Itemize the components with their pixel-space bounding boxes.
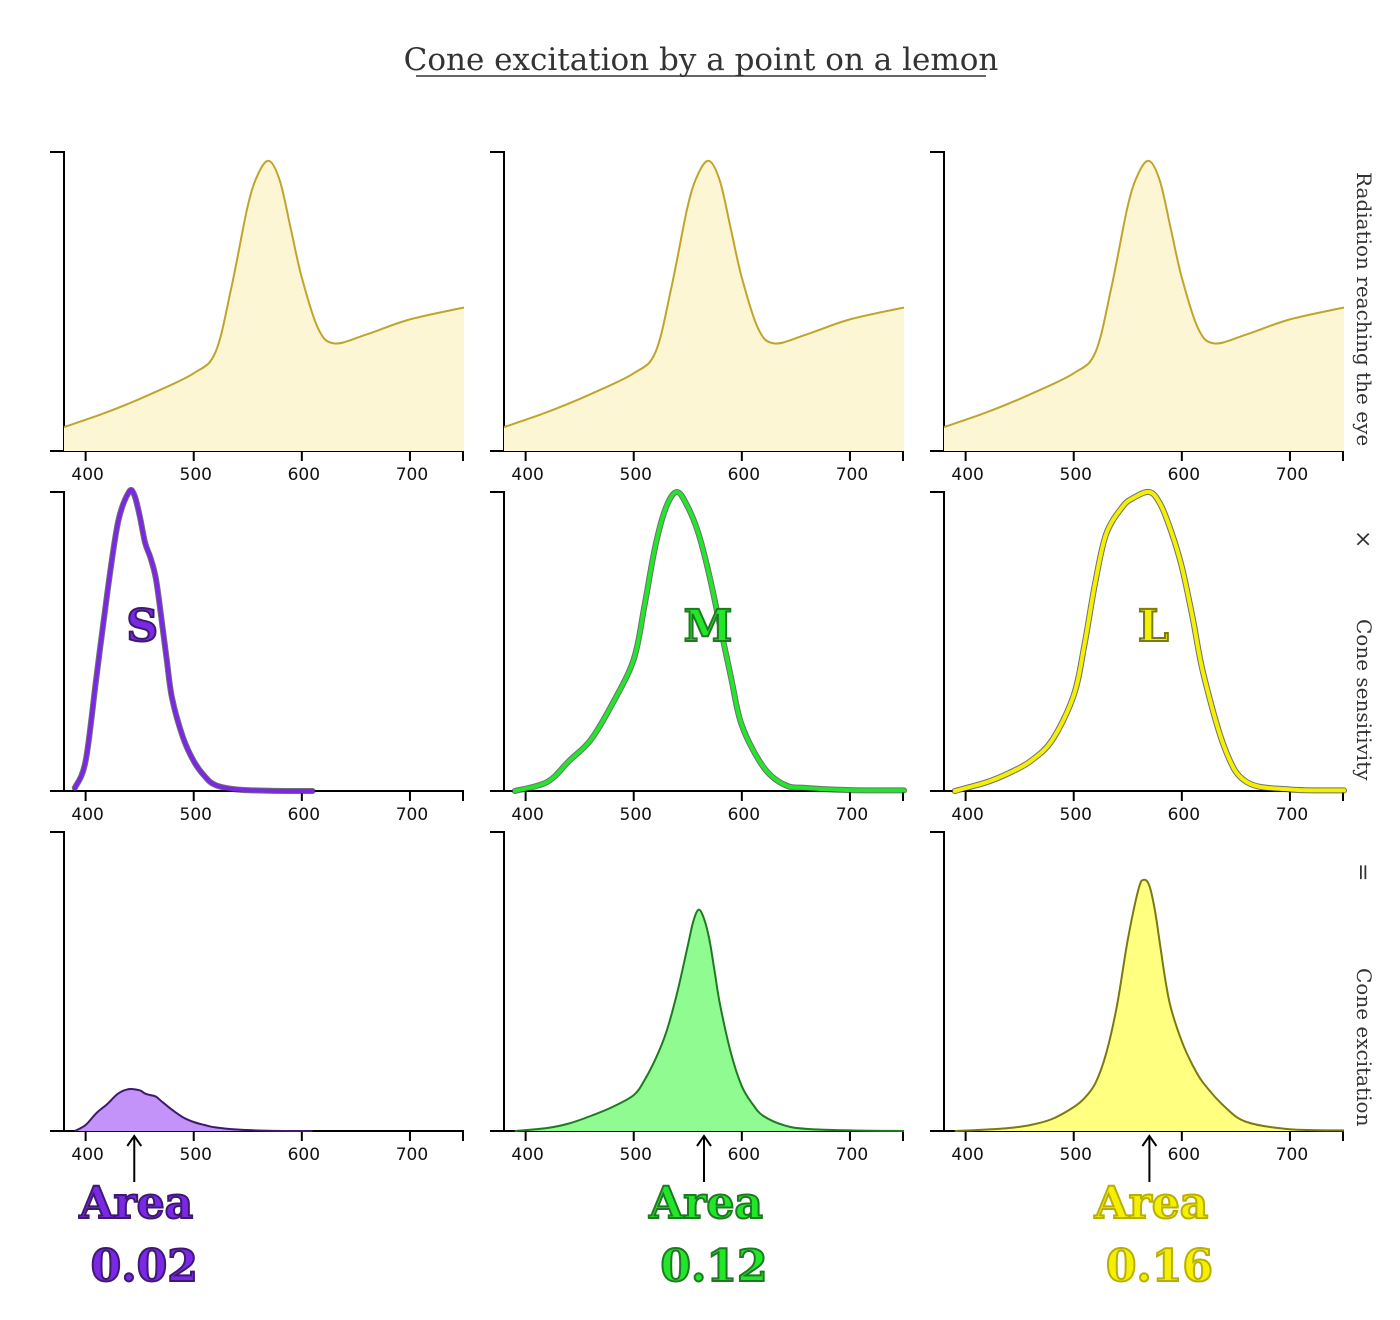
x-tick-label: 500: [620, 1145, 652, 1165]
x-tick-label: 600: [728, 465, 760, 485]
excitation-curve-m: [514, 908, 905, 1132]
x-tick-label: 700: [396, 1145, 428, 1165]
panel-radiation-m: 400 500 600 700: [490, 151, 905, 485]
panel-excitation-s: 400 500 600 700: [50, 831, 464, 1165]
x-tick-label: 700: [396, 465, 428, 485]
times-sign: ×: [1350, 530, 1375, 548]
x-tick-label: 400: [71, 465, 103, 485]
x-tick-label: 600: [1168, 465, 1200, 485]
radiation-area-m: [504, 160, 904, 451]
area-value: 0.16: [1106, 1241, 1213, 1292]
excitation-area-l: [954, 879, 1344, 1131]
y-axis: [930, 831, 945, 1131]
y-axis: [490, 831, 505, 1131]
x-tick-label: 600: [288, 805, 320, 825]
sensitivity-curve-m: [512, 490, 906, 793]
panel-radiation-l: 400 500 600 700: [930, 151, 1345, 485]
area-annotation-l: Area 0.16: [1092, 1134, 1214, 1293]
x-tick-label: 500: [620, 465, 652, 485]
area-label: Area: [1093, 1178, 1208, 1229]
chart-title: Cone excitation by a point on a lemon: [404, 42, 999, 78]
x-tick-label: 500: [1060, 1145, 1092, 1165]
radiation-curve-s: [63, 159, 465, 429]
excitation-area-s: [74, 1088, 313, 1131]
panel-excitation-l: 400 500 600 700: [930, 831, 1345, 1165]
sensitivity-curve-l: [952, 489, 1346, 793]
equals-sign: =: [1350, 863, 1375, 881]
x-tick-label: 500: [1060, 465, 1092, 485]
cone-letter-s: S: [126, 601, 158, 652]
radiation-curve-m: [503, 159, 905, 429]
x-tick-label: 500: [180, 465, 212, 485]
area-value: 0.12: [660, 1241, 767, 1292]
x-tick-label: 600: [288, 1145, 320, 1165]
sensitivity-outline-s: [71, 486, 316, 794]
panel-excitation-m: 400 500 600 700: [490, 831, 905, 1165]
cone-letter-l: L: [1138, 601, 1169, 652]
row-label-excitation: Cone excitation: [1352, 968, 1376, 1127]
row-label-sensitivity: Cone sensitivity: [1352, 619, 1376, 781]
peak-arrow-head: [126, 1134, 143, 1147]
radiation-curve-l: [943, 159, 1345, 429]
excitation-curve-s: [74, 1087, 313, 1132]
x-tick-label: 500: [1060, 805, 1092, 825]
row-label-radiation: Radiation reaching the eye: [1352, 172, 1376, 446]
y-axis: [930, 491, 945, 791]
x-tick-label: 400: [951, 1145, 983, 1165]
x-tick-label: 600: [728, 805, 760, 825]
peak-arrow-head: [1141, 1134, 1158, 1147]
area-label: Area: [648, 1178, 763, 1229]
y-axis: [930, 151, 945, 451]
x-tick-label: 600: [288, 465, 320, 485]
area-value: 0.02: [91, 1241, 198, 1292]
radiation-area-s: [64, 160, 464, 451]
panel-sensitivity-s: 400 500 600 700 S: [50, 486, 464, 825]
panel-sensitivity-m: 400 500 600 700 M: [490, 489, 907, 825]
x-tick-label: 500: [180, 1145, 212, 1165]
x-tick-label: 600: [1168, 805, 1200, 825]
x-tick-label: 700: [836, 465, 868, 485]
x-tick-label: 400: [511, 465, 543, 485]
area-annotation-m: Area 0.12: [647, 1134, 769, 1293]
panel-grid: 400 500 600 700 400 500 600 700 S 400 500 600 700 Are…: [50, 151, 1347, 1293]
area-annotation-s: Area 0.02: [77, 1134, 199, 1293]
x-tick-label: 700: [836, 805, 868, 825]
x-tick-label: 500: [180, 805, 212, 825]
x-tick-label: 700: [396, 805, 428, 825]
x-tick-label: 700: [1276, 1145, 1308, 1165]
y-axis: [50, 151, 65, 451]
x-tick-label: 400: [951, 805, 983, 825]
x-tick-label: 600: [728, 1145, 760, 1165]
excitation-curve-l: [954, 878, 1345, 1132]
excitation-area-m: [514, 909, 904, 1131]
x-tick-label: 400: [71, 1145, 103, 1165]
y-axis: [50, 831, 65, 1131]
area-label: Area: [78, 1178, 193, 1229]
radiation-area-l: [944, 160, 1344, 451]
x-tick-label: 400: [511, 805, 543, 825]
x-tick-label: 700: [1276, 465, 1308, 485]
x-tick-label: 400: [511, 1145, 543, 1165]
panel-radiation-s: 400 500 600 700: [50, 151, 465, 485]
peak-arrow-head: [696, 1134, 712, 1147]
x-tick-label: 400: [71, 805, 103, 825]
x-tick-label: 600: [1168, 1145, 1200, 1165]
y-axis: [490, 491, 505, 791]
sensitivity-curve-s: [72, 487, 315, 793]
x-tick-label: 400: [951, 465, 983, 485]
x-tick-label: 700: [836, 1145, 868, 1165]
x-tick-label: 700: [1276, 805, 1308, 825]
y-axis: [50, 491, 65, 791]
y-axis: [490, 151, 505, 451]
x-tick-label: 500: [620, 805, 652, 825]
cone-letter-m: M: [684, 601, 733, 652]
panel-sensitivity-l: 400 500 600 700 L: [930, 488, 1347, 825]
